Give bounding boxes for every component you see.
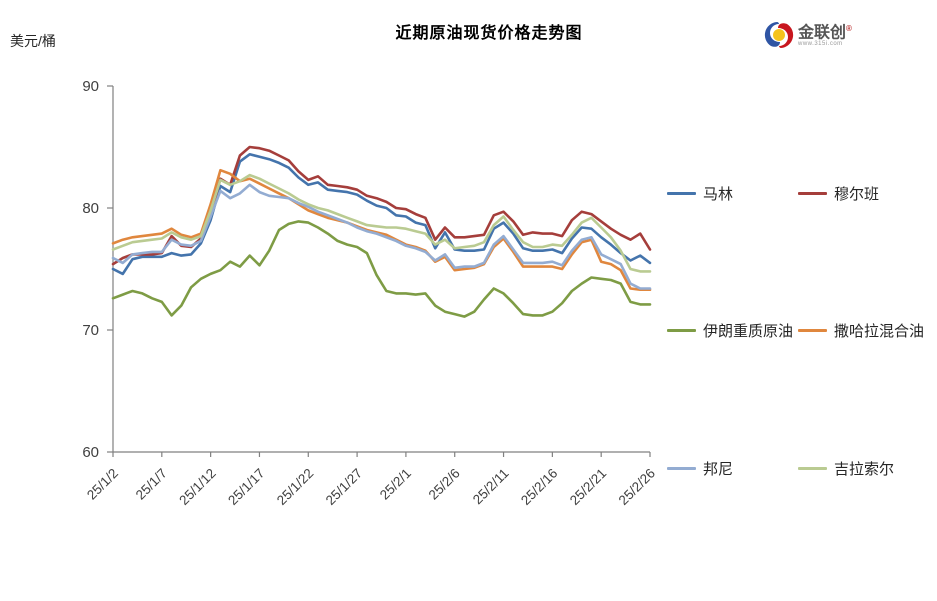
series-line-5 <box>111 173 652 273</box>
legend-swatch-murban <box>798 192 827 195</box>
logo: 金联创® www.315i.com <box>764 20 852 50</box>
y-tick-label: 70 <box>82 322 99 339</box>
axis-lines <box>112 86 650 453</box>
logo-brand: 金联创® <box>798 24 852 42</box>
legend-item-girassol: 吉拉索尔 <box>798 458 894 479</box>
legend-label-marlin: 马林 <box>703 186 734 203</box>
x-tick-label: 25/1/22 <box>274 466 316 508</box>
y-axis-unit-label: 美元/桶 <box>10 33 56 49</box>
legend-swatch-bonny <box>667 467 696 470</box>
x-tick-label: 25/2/16 <box>518 466 560 508</box>
legend-item-iran-heavy: 伊朗重质原油 <box>667 320 793 341</box>
legend-swatch-marlin <box>667 192 696 195</box>
logo-text: 金联创® www.315i.com <box>798 20 852 47</box>
legend-item-marlin: 马林 <box>667 183 733 204</box>
legend-swatch-iran-heavy <box>667 329 696 332</box>
x-tick-label: 25/1/17 <box>225 466 267 508</box>
legend-item-murban: 穆尔班 <box>798 183 879 204</box>
legend-label-sahara-blend: 撒哈拉混合油 <box>834 323 925 340</box>
x-tick-label: 25/2/11 <box>470 466 512 508</box>
x-tick-label: 25/2/1 <box>377 466 414 503</box>
legend-label-murban: 穆尔班 <box>834 186 880 203</box>
registered-mark: ® <box>846 24 852 33</box>
legend-swatch-girassol <box>798 467 827 470</box>
y-tick-label: 90 <box>82 78 99 95</box>
y-tick-label: 80 <box>82 200 99 217</box>
jlc-logo-icon <box>764 22 794 48</box>
legend-label-girassol: 吉拉索尔 <box>834 461 895 478</box>
legend-label-bonny: 邦尼 <box>703 461 734 478</box>
x-tick-label: 25/2/6 <box>426 466 463 503</box>
series-line-2 <box>111 220 652 318</box>
x-tick-label: 25/2/26 <box>616 466 658 508</box>
y-tick-label: 60 <box>82 444 99 461</box>
x-tick-label: 25/1/2 <box>84 466 121 503</box>
series-line-4 <box>111 183 652 290</box>
series-line-3 <box>111 168 652 292</box>
x-tick-label: 25/2/21 <box>567 466 609 508</box>
page-title: 近期原油现货价格走势图 <box>395 25 583 42</box>
legend-item-sahara-blend: 撒哈拉混合油 <box>798 320 924 341</box>
logo-url: www.315i.com <box>798 41 843 48</box>
legend-item-bonny: 邦尼 <box>667 458 733 479</box>
x-tick-label: 25/1/12 <box>176 466 218 508</box>
legend-label-iran-heavy: 伊朗重质原油 <box>703 323 794 340</box>
x-tick-label: 25/1/7 <box>133 466 170 503</box>
x-tick-label: 25/1/27 <box>323 466 365 508</box>
legend-swatch-sahara-blend <box>798 329 827 332</box>
